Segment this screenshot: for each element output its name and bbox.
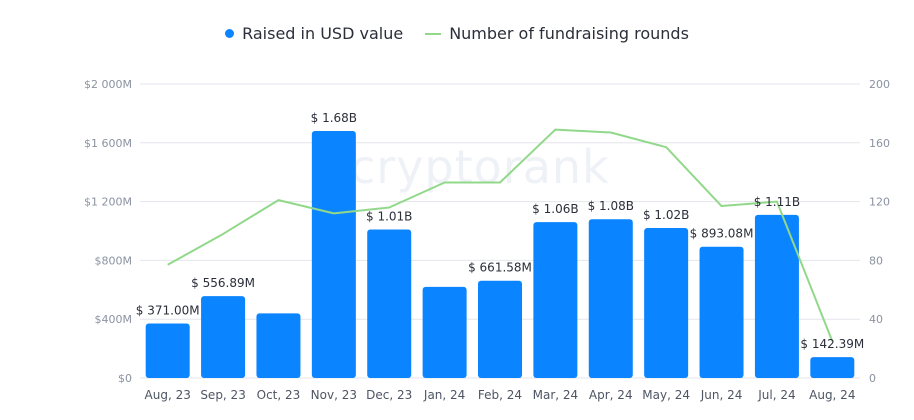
bar bbox=[754, 214, 799, 378]
watermark-logo: cryptorank bbox=[350, 140, 610, 194]
bar-data-label: $ 1.02B bbox=[643, 208, 689, 222]
bar bbox=[699, 246, 744, 378]
x-tick-label: Sep, 23 bbox=[200, 388, 246, 402]
bar-data-label: $ 1.06B bbox=[532, 202, 578, 216]
x-tick-label: Jul, 24 bbox=[757, 388, 795, 402]
x-tick-label: May, 24 bbox=[642, 388, 690, 402]
bar-data-label: $ 1.01B bbox=[366, 210, 412, 224]
x-tick-label: Aug, 24 bbox=[809, 388, 855, 402]
legend-item-bars[interactable]: Raised in USD value bbox=[225, 24, 403, 43]
y-right-tick-label: 0 bbox=[869, 372, 876, 385]
bar-data-label: $ 371.00M bbox=[136, 303, 200, 317]
x-tick-label: Aug, 23 bbox=[145, 388, 191, 402]
y-right-tick-label: 200 bbox=[869, 78, 890, 91]
y-left-tick-label: $800M bbox=[95, 254, 133, 267]
bar bbox=[478, 280, 522, 378]
x-tick-label: Mar, 24 bbox=[533, 388, 579, 402]
legend-line-label: Number of fundraising rounds bbox=[449, 24, 689, 43]
bar bbox=[422, 286, 467, 378]
bar bbox=[533, 222, 578, 378]
bar bbox=[311, 131, 356, 378]
x-tick-label: Feb, 24 bbox=[478, 388, 522, 402]
legend-bars-marker bbox=[225, 29, 235, 38]
legend-bars-label: Raised in USD value bbox=[242, 24, 404, 43]
legend: Raised in USD value Number of fundraisin… bbox=[0, 24, 914, 43]
x-tick-label: Jun, 24 bbox=[700, 388, 743, 402]
legend-item-line[interactable]: Number of fundraising rounds bbox=[425, 24, 689, 43]
y-left-tick-label: $400M bbox=[95, 313, 133, 326]
bar-data-label: $ 1.11B bbox=[754, 195, 800, 209]
legend-line-marker bbox=[425, 32, 442, 35]
y-right-tick-label: 40 bbox=[869, 313, 883, 326]
y-left-tick-label: $1 200M bbox=[84, 196, 132, 209]
x-tick-label: Dec, 23 bbox=[366, 388, 412, 402]
bar-data-label: $ 1.08B bbox=[588, 199, 634, 213]
x-tick-label: Oct, 23 bbox=[257, 388, 301, 402]
y-left-tick-label: $0 bbox=[118, 372, 132, 385]
bar-data-label: $ 893.08M bbox=[690, 227, 754, 241]
rounds-line bbox=[167, 128, 834, 342]
x-tick-label: Nov, 23 bbox=[311, 388, 357, 402]
bar-data-label: $ 1.68B bbox=[311, 111, 357, 125]
y-right-tick-label: 120 bbox=[869, 196, 890, 209]
y-right-tick-label: 160 bbox=[869, 137, 890, 150]
bar bbox=[367, 229, 412, 378]
bar bbox=[145, 323, 190, 378]
bar bbox=[644, 228, 689, 378]
bar-data-label: $ 142.39M bbox=[800, 337, 864, 351]
bar bbox=[201, 296, 246, 378]
x-tick-label: Jan, 24 bbox=[423, 388, 465, 402]
y-left-tick-label: $1 600M bbox=[84, 137, 132, 150]
bar bbox=[588, 219, 633, 378]
bar-data-label: $ 661.58M bbox=[468, 261, 532, 275]
bar bbox=[810, 357, 855, 378]
y-left-tick-label: $2 000M bbox=[84, 78, 132, 91]
bar bbox=[256, 313, 301, 378]
x-tick-label: Apr, 24 bbox=[589, 388, 633, 402]
bar-data-label: $ 556.89M bbox=[191, 276, 255, 290]
y-right-tick-label: 80 bbox=[869, 254, 883, 267]
